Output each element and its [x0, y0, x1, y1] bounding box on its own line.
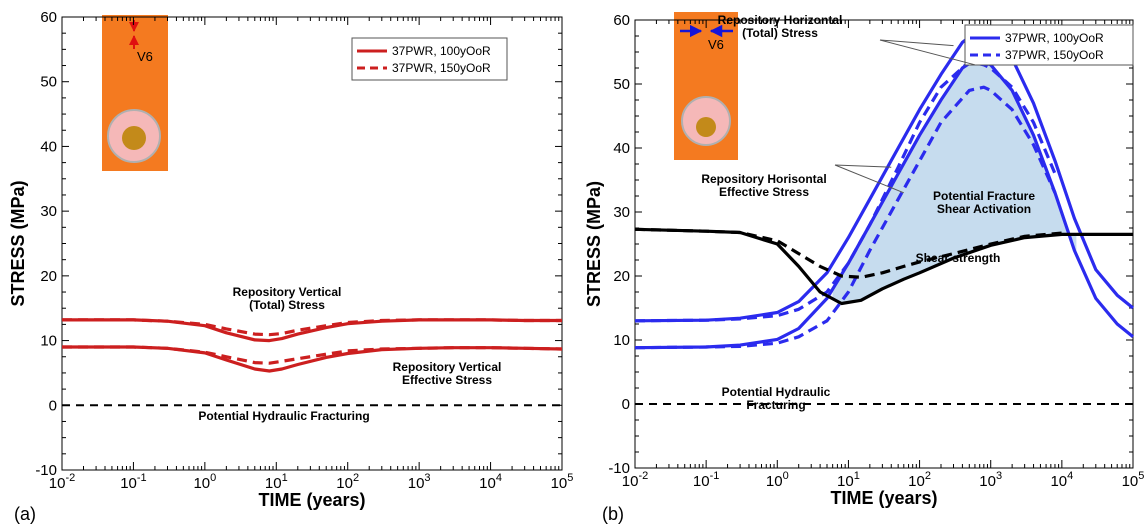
x-axis-label: TIME (years) [830, 488, 937, 508]
series-line-2 [634, 60, 1057, 323]
x-tick-label: 101 [837, 470, 860, 490]
chart-panel-b: V6 -10 0 10 20 30 40 50 60 10-2 10-1 100 101 102 103 10… [584, 12, 1144, 524]
y-tick-label: 20 [40, 268, 57, 285]
panel-label: (b) [602, 504, 624, 524]
y-axis-label: STRESS (MPa) [8, 180, 28, 306]
y-tick-label: 0 [622, 396, 630, 413]
x-tick-label: 104 [479, 472, 502, 492]
x-tick-label: 10-2 [49, 472, 75, 492]
x-tick-label: 10-1 [693, 470, 719, 490]
repository-inset: V6 [674, 12, 738, 160]
annotation-label: Potential Fracture Shear Activation [933, 189, 1035, 216]
x-tick-label: 10-1 [120, 472, 146, 492]
annotation-label: Potential Hydraulic Fracturing [722, 385, 831, 412]
series-line-3 [634, 85, 1057, 350]
annotation-label: Repository Vertical Effective Stress [393, 360, 502, 387]
legend-entry-label: 37PWR, 150yOoR [1005, 48, 1104, 62]
fracture-shear-activation-region [832, 60, 1077, 304]
y-tick-label: -10 [608, 460, 630, 477]
series-line-3 [62, 345, 563, 365]
y-tick-label: 40 [613, 140, 630, 157]
annotation-leader-line [879, 39, 976, 66]
annotation-label: Repository Horizontal (Total) Stress [718, 13, 843, 40]
annotation-label: Repository Vertical (Total) Stress [233, 285, 342, 312]
annotation-leader-line [834, 164, 892, 168]
legend-entry-label: 37PWR, 100yOoR [392, 44, 491, 58]
y-tick-label: 0 [49, 397, 57, 414]
canister-circle [122, 126, 146, 150]
legend-box [964, 24, 1134, 66]
x-tick-label: 101 [265, 472, 288, 492]
x-tick-label: 105 [1122, 470, 1145, 490]
annotation-label: Potential Hydraulic Fracturing [198, 409, 369, 423]
y-tick-label: 30 [40, 203, 57, 220]
inset-label: V6 [708, 37, 724, 52]
legend: 37PWR, 100yOoR 37PWR, 150yOoR [964, 24, 1134, 66]
x-tick-label: 102 [908, 470, 931, 490]
x-tick-label: 100 [193, 472, 216, 492]
annotation-label: Repository Horisontal Effective Stress [701, 172, 826, 199]
x-tick-label: 103 [979, 470, 1002, 490]
legend-entry-label: 37PWR, 150yOoR [392, 61, 491, 75]
y-tick-label: 50 [613, 76, 630, 93]
y-tick-label: 40 [40, 138, 57, 155]
y-tick-label: 30 [613, 204, 630, 221]
series-line-5 [634, 227, 1063, 279]
x-tick-label: 104 [1050, 470, 1073, 490]
x-tick-label: 100 [766, 470, 789, 490]
annotation-leader-line [834, 164, 904, 194]
series-line-0 [634, 31, 1135, 323]
y-axis-label: STRESS (MPa) [584, 181, 604, 307]
series-line-0 [62, 318, 562, 343]
legend: 37PWR, 100yOoR 37PWR, 150yOoR [351, 37, 508, 81]
y-tick-label: -10 [35, 462, 57, 479]
chart-panel-a: V6 -10 0 10 20 30 40 50 60 10-2 10-1 100 101 102 103 10… [8, 9, 573, 524]
x-tick-label: 10-2 [622, 470, 648, 490]
x-axis-label: TIME (years) [258, 490, 365, 510]
legend-entry-label: 37PWR, 100yOoR [1005, 31, 1104, 45]
y-tick-label: 10 [40, 333, 57, 350]
y-tick-label: 60 [40, 9, 57, 26]
repository-inset: V6 [102, 15, 168, 171]
x-tick-label: 102 [336, 472, 359, 492]
inset-label: V6 [137, 49, 153, 64]
legend-box [351, 37, 508, 81]
series-line-1 [62, 318, 562, 337]
canister-circle [696, 117, 716, 137]
y-tick-label: 10 [613, 332, 630, 349]
x-tick-label: 105 [551, 472, 574, 492]
annotation-leader-line [879, 39, 954, 47]
y-tick-label: 60 [613, 12, 630, 29]
series-line-1 [634, 58, 1135, 350]
panel-label: (a) [14, 504, 36, 524]
y-tick-label: 20 [613, 268, 630, 285]
y-tick-label: 50 [40, 74, 57, 91]
x-tick-label: 103 [408, 472, 431, 492]
annotation-label: Shear strength [916, 251, 1001, 265]
